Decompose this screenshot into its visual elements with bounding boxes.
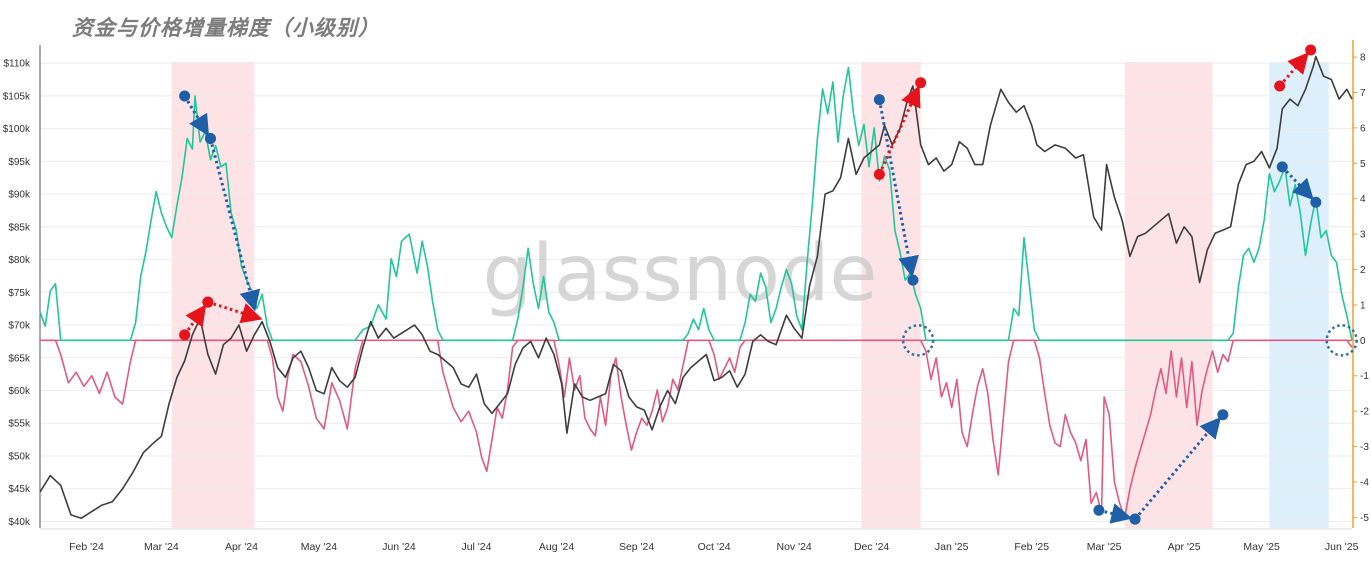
- annotation-arrow-red: [185, 304, 207, 331]
- annotation-arrow-blue: [1104, 503, 1133, 524]
- y-right-tick-label: 2: [1360, 265, 1366, 276]
- y-right-tick-label: -4: [1360, 477, 1369, 488]
- y-right-tick-label: -1: [1360, 371, 1369, 382]
- x-tick-label: Feb '24: [69, 541, 104, 553]
- annotation-arrow-red: [213, 302, 263, 324]
- gradient-negative-line: [40, 339, 1353, 519]
- x-tick-label: Mar '25: [1087, 541, 1122, 553]
- annotation-dot-red: [1274, 80, 1286, 92]
- y-left-tick-label: $55k: [8, 419, 31, 430]
- annotation-dot-blue: [179, 90, 191, 102]
- y-left-tick-label: $60k: [8, 386, 31, 397]
- gradient-positive-line: [39, 66, 1353, 342]
- y-right-tick-label: 0: [1360, 336, 1366, 347]
- annotation-dot-blue: [1129, 513, 1141, 525]
- x-tick-label: Jan '25: [935, 541, 969, 553]
- x-tick-label: Jul '24: [461, 541, 491, 553]
- annotation-dot-blue: [1217, 409, 1229, 421]
- annotation-dot-red: [873, 168, 885, 180]
- y-right-tick-label: 4: [1360, 194, 1366, 205]
- annotation-dot-blue: [204, 133, 216, 145]
- x-tick-label: Nov '24: [777, 541, 812, 553]
- x-tick-label: Apr '24: [225, 541, 258, 553]
- y-left-tick-label: $65k: [8, 353, 31, 364]
- highlight-region-blue: [1269, 62, 1329, 528]
- annotation-dot-blue: [1276, 161, 1288, 173]
- highlight-region-red: [171, 62, 255, 528]
- zero-cross-circle: [901, 324, 935, 357]
- annotation-arrow-blue: [1137, 416, 1222, 516]
- y-right-tick-label: 1: [1360, 300, 1366, 311]
- x-tick-label: Apr '25: [1168, 541, 1201, 553]
- annotation-dot-blue: [873, 94, 885, 106]
- y-left-tick-label: $95k: [8, 157, 31, 168]
- y-right-tick-label: -5: [1360, 513, 1369, 524]
- y-right-tick-label: 7: [1360, 88, 1366, 99]
- watermark: glassnode: [483, 229, 878, 319]
- x-tick-label: Jun '25: [1325, 541, 1359, 553]
- x-tick-label: Aug '24: [539, 541, 574, 553]
- annotation-dot-red: [915, 77, 927, 89]
- y-right-tick-label: -2: [1360, 407, 1369, 418]
- y-right-tick-label: -3: [1360, 442, 1369, 453]
- price-line: [39, 55, 1353, 519]
- x-tick-label: Mar '24: [144, 541, 179, 553]
- grid-lines: [40, 62, 1352, 522]
- x-tick-label: May '25: [1243, 541, 1280, 553]
- x-tick-label: Sep '24: [619, 541, 654, 553]
- y-right-tick-label: 5: [1360, 159, 1366, 170]
- annotation-dot-red: [202, 296, 214, 308]
- y-left-tick-label: $100k: [3, 124, 31, 135]
- x-tick-label: Feb '25: [1014, 541, 1049, 553]
- y-left-tick-label: $45k: [8, 484, 31, 495]
- annotation-arrow-red: [1282, 52, 1309, 83]
- annotation-dot-red: [1305, 44, 1317, 56]
- x-tick-label: May '24: [301, 541, 338, 553]
- annotation-dot-red: [179, 329, 191, 341]
- x-tick-label: Oct '24: [698, 541, 731, 553]
- x-tick-label: Dec '24: [854, 541, 889, 553]
- series-lines: [39, 55, 1353, 519]
- annotation-dot-blue: [1093, 504, 1105, 516]
- annotation-arrow-blue: [186, 100, 210, 137]
- y-left-tick-label: $75k: [8, 288, 31, 299]
- annotation-dot-blue: [907, 274, 919, 286]
- zero-cross-circle: [1325, 324, 1358, 357]
- x-tick-label: Jun '24: [382, 541, 416, 553]
- y-left-tick-label: $110k: [3, 59, 31, 70]
- y-left-tick-label: $105k: [3, 91, 31, 102]
- y-right-tick-label: 3: [1360, 230, 1366, 241]
- y-left-tick-label: $70k: [8, 321, 31, 332]
- y-left-tick-label: $50k: [8, 451, 31, 462]
- y-right-tick-label: 8: [1360, 53, 1366, 64]
- y-left-tick-label: $40k: [8, 517, 31, 528]
- y-left-tick-label: $85k: [8, 222, 31, 233]
- annotations: [179, 44, 1358, 525]
- y-left-tick-label: $90k: [8, 190, 31, 201]
- annotation-arrow-blue: [1285, 170, 1314, 201]
- chart-title: 资金与价格增量梯度（小级别）: [72, 16, 380, 40]
- y-right-tick-label: 6: [1360, 123, 1366, 134]
- annotation-dot-blue: [1310, 196, 1322, 208]
- axes: $40k $45k $50k $55k $60k $65k $70k $75k $80k $85k…: [3, 40, 1369, 553]
- y-left-tick-label: $80k: [8, 255, 31, 266]
